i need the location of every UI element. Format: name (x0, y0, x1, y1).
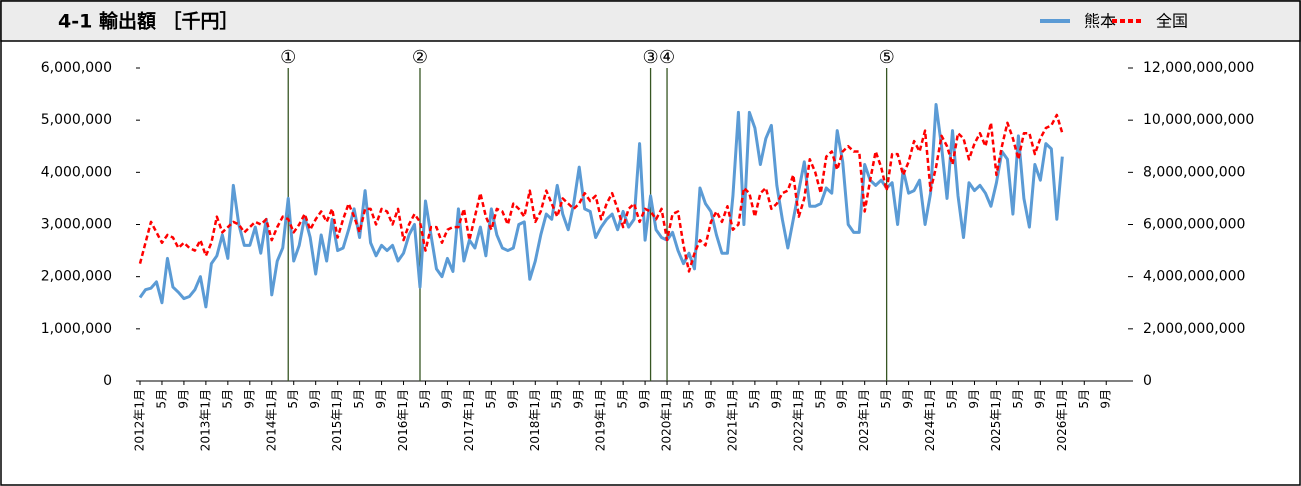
x-tick-label: 9月 (967, 389, 981, 409)
y-tick-label: 1,000,000 (41, 321, 112, 337)
event-label: ③ (642, 47, 658, 68)
x-tick-label: 2022年1月 (791, 389, 805, 451)
x-tick-label: 5月 (747, 389, 761, 409)
y2-tick-label: 6,000,000,000 (1143, 217, 1245, 233)
chart-title: 4-1 輸出額 ［千円］ (58, 10, 239, 33)
y-tick-label: 5,000,000 (41, 112, 112, 128)
x-tick-label: 2023年1月 (857, 389, 871, 451)
x-tick-label: 5月 (352, 389, 366, 409)
x-tick-label: 2024年1月 (923, 389, 937, 451)
x-tick-label: 5月 (879, 389, 893, 409)
x-tick-label: 5月 (550, 389, 564, 409)
y-tick-label: 3,000,000 (41, 217, 112, 233)
x-tick-label: 9月 (1099, 389, 1113, 409)
x-tick-label: 2015年1月 (330, 389, 344, 451)
y2-tick-label: 12,000,000,000 (1143, 60, 1254, 76)
x-tick-label: 9月 (308, 389, 322, 409)
y-tick-label: 4,000,000 (41, 164, 112, 180)
series-line (138, 113, 1064, 273)
x-tick-label: 9月 (176, 389, 190, 409)
x-tick-label: 9月 (440, 389, 454, 409)
x-tick-label: 5月 (484, 389, 498, 409)
x-tick-label: 2014年1月 (264, 389, 278, 451)
y2-tick-label: 8,000,000,000 (1143, 164, 1245, 180)
x-tick-label: 2012年1月 (133, 389, 147, 451)
x-tick-label: 9月 (374, 389, 388, 409)
x-tick-label: 9月 (638, 389, 652, 409)
x-tick-label: 9月 (242, 389, 256, 409)
x-tick-label: 2017年1月 (462, 389, 476, 451)
event-label: ① (280, 47, 296, 68)
x-tick-label: 5月 (682, 389, 696, 409)
x-tick-label: 5月 (220, 389, 234, 409)
title-bar (0, 0, 1301, 42)
x-tick-label: 5月 (418, 389, 432, 409)
x-tick-label: 9月 (703, 389, 717, 409)
x-tick-label: 2019年1月 (594, 389, 608, 451)
x-tick-label: 2026年1月 (1055, 389, 1069, 451)
x-tick-label: 5月 (286, 389, 300, 409)
x-tick-label: 5月 (616, 389, 630, 409)
x-tick-label: 9月 (769, 389, 783, 409)
x-tick-label: 5月 (945, 389, 959, 409)
y-tick-label: 2,000,000 (41, 269, 112, 285)
x-tick-label: 5月 (813, 389, 827, 409)
x-tick-label: 2025年1月 (989, 389, 1003, 451)
x-tick-label: 9月 (506, 389, 520, 409)
y2-tick-label: 0 (1143, 373, 1152, 389)
x-tick-label: 9月 (1033, 389, 1047, 409)
y-tick-label: 0 (103, 373, 112, 389)
x-tick-label: 5月 (1077, 389, 1091, 409)
y2-tick-label: 4,000,000,000 (1143, 269, 1245, 285)
x-tick-label: 2020年1月 (660, 389, 674, 451)
x-tick-label: 5月 (1011, 389, 1025, 409)
legend-label: 熊本 (1084, 12, 1116, 31)
x-tick-label: 9月 (572, 389, 586, 409)
x-tick-label: 2016年1月 (396, 389, 410, 451)
x-tick-label: 2021年1月 (725, 389, 739, 451)
event-label: ④ (659, 47, 675, 68)
event-label: ② (412, 47, 428, 68)
x-tick-label: 5月 (154, 389, 168, 409)
y-tick-label: 6,000,000 (41, 60, 112, 76)
y2-tick-label: 10,000,000,000 (1143, 112, 1254, 128)
y2-tick-label: 2,000,000,000 (1143, 321, 1245, 337)
x-tick-label: 2013年1月 (198, 389, 212, 451)
series-line (138, 103, 1064, 309)
x-tick-label: 9月 (835, 389, 849, 409)
legend-label: 全国 (1156, 12, 1188, 31)
event-label: ⑤ (879, 47, 895, 68)
x-tick-label: 9月 (901, 389, 915, 409)
x-tick-label: 2018年1月 (528, 389, 542, 451)
